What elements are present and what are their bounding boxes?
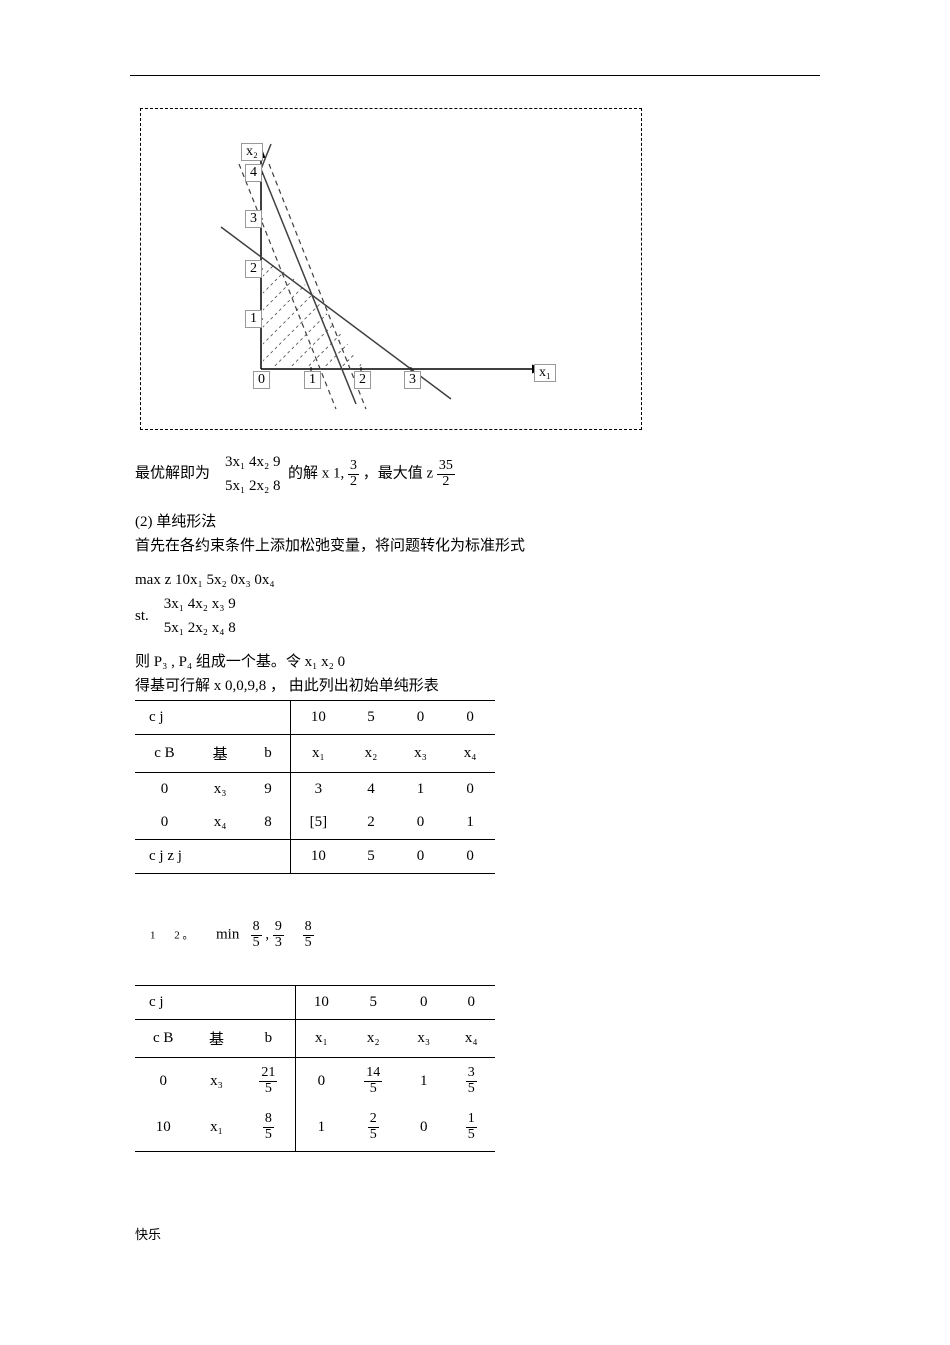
feasible-region-chart: 4 3 2 1 0 1 2 3 x₁ x₂: [140, 108, 642, 430]
sec2-heading: (2) 单纯形法: [135, 510, 735, 534]
frac-3-2: 3 2: [348, 459, 359, 489]
x-tick-2: 2: [354, 371, 371, 389]
sec2-line6: 得基可行解 x 0,0,9,8 ， 由此列出初始单纯形表: [135, 674, 735, 698]
sec2-line5: 则 P₃ , P₄ 组成一个基。令 x₁ x₂ 0: [135, 650, 735, 674]
sec2-line2: 首先在各约束条件上添加松弛变量，将问题转化为标准形式: [135, 534, 735, 558]
opt-xeq: x 1,: [322, 465, 345, 481]
section-2: (2) 单纯形法 首先在各约束条件上添加松弛变量，将问题转化为标准形式 max …: [135, 510, 735, 698]
y-tick-3: 3: [245, 210, 262, 228]
y-tick-1: 1: [245, 310, 262, 328]
st-system: 3x₁ 4x₂ x₃ 9 5x₁ 2x₂ x₄ 8: [164, 592, 236, 640]
t1-cj-label: c j: [135, 701, 290, 735]
frac-35-2: 35 2: [437, 459, 455, 489]
chart-svg: [141, 109, 641, 429]
y-tick-4: 4: [245, 164, 262, 182]
page-footer: 快乐: [135, 1225, 161, 1246]
optimal-solution-line: 最优解即为 3x₁ 4x₂ 9 5x₁ 2x₂ 8 的解 x 1, 3 2 ，最…: [135, 450, 735, 498]
page-top-rule: [130, 75, 820, 76]
simplex-table-1: c j 10 5 0 0 c B 基 b x₁ x₂ x₃ x₄ 0 x₃ 9 …: [135, 700, 495, 874]
opt-comma: ，最大值 z: [363, 465, 437, 481]
sec2-maxz: max z 10x₁ 5x₂ 0x₃ 0x₄: [135, 568, 735, 592]
t1-cjzj: c j z j: [135, 840, 290, 874]
simplex-table-2: c j 10 5 0 0 c B 基 b x₁ x₂ x₃ x₄ 0 x₃ 21…: [135, 985, 495, 1152]
opt-system: 3x₁ 4x₂ 9 5x₁ 2x₂ 8: [225, 450, 280, 498]
x-axis-label: x₁: [534, 364, 556, 382]
ratio-test-line: 1 2 。 min 85 , 93 85: [150, 920, 314, 950]
opt-mid: 的解: [288, 465, 318, 481]
y-tick-2: 2: [245, 260, 262, 278]
x-tick-0: 0: [253, 371, 270, 389]
opt-lead: 最优解即为: [135, 465, 210, 481]
y-axis-label: x₂: [241, 143, 263, 161]
x-tick-3: 3: [404, 371, 421, 389]
st-label: st.: [135, 604, 149, 628]
x-tick-1: 1: [304, 371, 321, 389]
